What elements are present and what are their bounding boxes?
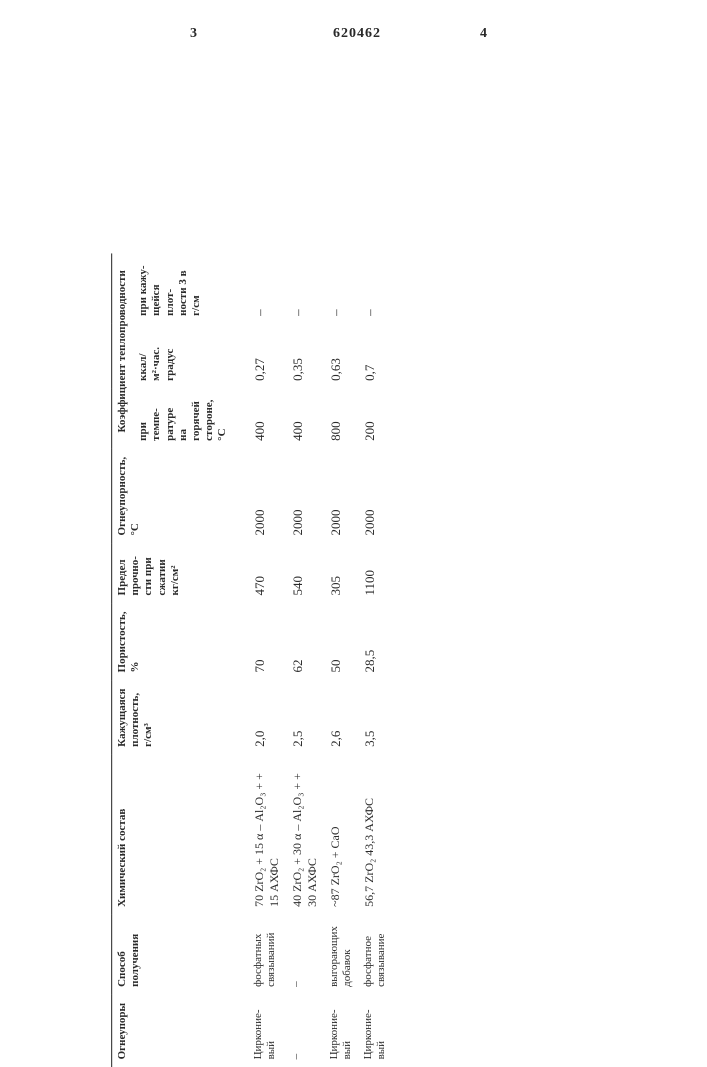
cell-hot-temp: 800: [324, 389, 358, 449]
cell-strength: 1100: [358, 543, 392, 603]
cell-density: 2,6: [324, 680, 358, 754]
document-number: 620462: [333, 26, 381, 42]
cell-porosity: 28,5: [358, 603, 392, 680]
th-density: Кажущаяся плотность, г/см³: [112, 680, 234, 754]
cell-hot-temp: 400: [234, 389, 286, 449]
th-chemistry: Химический состав: [112, 755, 234, 915]
cell-hot-temp: 200: [358, 389, 392, 449]
cell-method: –: [286, 915, 324, 995]
cell-refractory: –: [286, 995, 324, 1067]
cell-method: фосфатных связываний: [234, 915, 286, 995]
cell-kcal: 0,35: [286, 324, 324, 389]
cell-kcal: 0,7: [358, 324, 392, 389]
table-row: Цирконие-вый фосфатных связываний 70 ZrO…: [234, 254, 286, 1067]
cell-hot-temp: 400: [286, 389, 324, 449]
refractory-table: Огнеупоры Способ получения Химический со…: [111, 254, 392, 1067]
cell-porosity: 70: [234, 603, 286, 680]
cell-kcal: 0,27: [234, 324, 286, 389]
cell-porosity: 50: [324, 603, 358, 680]
th-refractory: Огнеупоры: [112, 995, 234, 1067]
th-method: Способ получения: [112, 915, 234, 995]
cell-refractory: Цирконие-вый: [234, 995, 286, 1067]
cell-density: 3,5: [358, 680, 392, 754]
cell-at-density: –: [286, 254, 324, 324]
cell-density: 2,0: [234, 680, 286, 754]
cell-method: фосфатное связывание: [358, 915, 392, 995]
page-number-right: 4: [480, 26, 487, 42]
th-hot-temp: при темпе-ратуре на горячей стороне, °C: [133, 389, 233, 449]
cell-at-density: –: [324, 254, 358, 324]
cell-refrac: 2000: [324, 449, 358, 544]
page-number-left: 3: [190, 26, 197, 42]
cell-refrac: 2000: [286, 449, 324, 544]
th-at-density: при кажу-щейся плот-ности 3 в г/см: [133, 254, 233, 324]
table-container: Огнеупоры Способ получения Химический со…: [111, 254, 392, 1067]
cell-chemistry: ~87 ZrO₂ + CaO: [324, 755, 358, 915]
cell-method: выгорающих добавок: [324, 915, 358, 995]
page: 3 620462 4 Огнеупоры Способ получения Хи…: [0, 0, 707, 1000]
cell-strength: 470: [234, 543, 286, 603]
table-row: Цирконие-вый фосфатное связывание 56,7 Z…: [358, 254, 392, 1067]
cell-chemistry: 70 ZrO₂ + 15 α – Al₂O₃ + + 15 АХФС: [234, 755, 286, 915]
th-strength: Предел прочно-сти при сжатии кг/см²: [112, 543, 234, 603]
cell-kcal: 0,63: [324, 324, 358, 389]
cell-refrac: 2000: [358, 449, 392, 544]
th-kcal: ккал/м²·час. градус: [133, 324, 233, 389]
cell-refractory: Цирконие-вый: [358, 995, 392, 1067]
table-row: – – 40 ZrO₂ + 30 α – Al₂O₃ + + 30 АХФС 2…: [286, 254, 324, 1067]
cell-refractory: Цирконие-вый: [324, 995, 358, 1067]
cell-at-density: –: [234, 254, 286, 324]
th-refractoriness: Огнеупорность, °C: [112, 449, 234, 544]
cell-chemistry: 40 ZrO₂ + 30 α – Al₂O₃ + + 30 АХФС: [286, 755, 324, 915]
cell-refrac: 2000: [234, 449, 286, 544]
cell-chemistry: 56,7 ZrO₂ 43,3 АХФС: [358, 755, 392, 915]
cell-porosity: 62: [286, 603, 324, 680]
cell-strength: 305: [324, 543, 358, 603]
th-porosity: Пористость, %: [112, 603, 234, 680]
cell-at-density: –: [358, 254, 392, 324]
cell-strength: 540: [286, 543, 324, 603]
table-row: Цирконие-вый выгорающих добавок ~87 ZrO₂…: [324, 254, 358, 1067]
th-conductivity-group: Коэффициент теплопроводности: [112, 254, 134, 449]
cell-density: 2,5: [286, 680, 324, 754]
